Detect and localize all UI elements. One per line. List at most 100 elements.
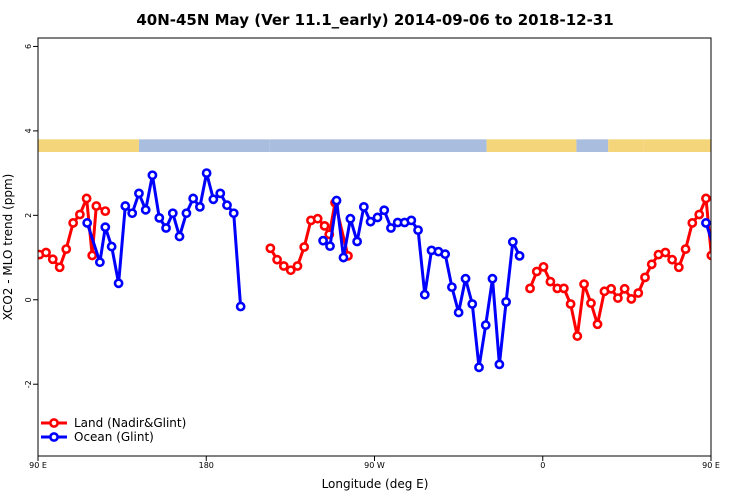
data-point — [525, 283, 535, 294]
series-land — [38, 193, 711, 341]
strip-segment-land — [643, 139, 711, 152]
data-point — [167, 208, 178, 219]
legend-label: Ocean (Glint) — [74, 430, 154, 444]
data-point — [606, 283, 617, 294]
x-axis-label: Longitude (deg E) — [322, 477, 429, 491]
data-point — [372, 212, 383, 223]
data-point — [701, 193, 711, 204]
data-point — [87, 250, 98, 261]
data-point — [419, 289, 430, 300]
data-point — [215, 188, 226, 199]
data-point — [174, 231, 185, 242]
plot-frame — [37, 37, 712, 457]
data-point — [54, 262, 65, 273]
data-point — [106, 241, 117, 252]
data-point — [345, 213, 356, 224]
strip-segment-land — [486, 139, 577, 152]
y-tick-label: 6 — [24, 44, 33, 49]
data-point — [619, 283, 630, 294]
data-point — [501, 296, 512, 307]
data-point — [720, 224, 727, 231]
data-point — [626, 294, 637, 304]
data-point — [406, 215, 417, 226]
data-point — [181, 208, 192, 219]
data-point — [413, 225, 423, 236]
y-tick-label: 4 — [24, 128, 33, 133]
data-point — [82, 218, 93, 228]
data-point — [446, 282, 457, 293]
data-point — [379, 205, 390, 216]
legend: Land (Nadir&Glint)Ocean (Glint) — [41, 416, 186, 444]
data-point — [81, 193, 92, 204]
data-point — [188, 193, 199, 204]
y-axis: -2 0 2 4 6 — [24, 44, 38, 388]
series-ocean — [82, 168, 741, 373]
data-point — [474, 362, 484, 373]
data-point — [545, 276, 556, 287]
data-point — [292, 261, 303, 271]
data-point — [318, 235, 328, 246]
data-point — [134, 188, 144, 199]
legend-swatch-point — [49, 432, 59, 442]
strip-segment-ocean — [576, 139, 609, 152]
data-point — [127, 208, 138, 219]
x-tick-label: 180 — [199, 461, 214, 470]
data-point — [161, 223, 171, 233]
data-point — [453, 307, 464, 318]
data-point — [531, 266, 542, 277]
data-point — [319, 220, 330, 231]
x-tick-label: 90 E — [702, 461, 720, 470]
data-point — [494, 359, 505, 370]
data-point — [715, 259, 722, 266]
data-point — [558, 283, 569, 294]
data-point — [579, 279, 589, 290]
data-point — [706, 250, 711, 261]
data-point — [120, 201, 131, 211]
data-point — [646, 259, 657, 270]
data-point — [613, 293, 623, 303]
data-point — [94, 257, 105, 268]
data-point — [74, 209, 85, 220]
data-point — [154, 212, 165, 223]
data-point — [47, 254, 58, 265]
strip-segment-ocean — [269, 139, 487, 152]
data-point — [100, 206, 111, 217]
data-point — [467, 299, 478, 309]
data-point — [565, 299, 576, 309]
data-point — [331, 195, 342, 206]
data-point — [633, 288, 644, 298]
data-point — [312, 213, 323, 224]
data-point — [440, 249, 451, 260]
x-axis: 90 E 180 90 W 0 90 E — [29, 456, 720, 470]
strip-segment-land — [608, 139, 644, 152]
data-point — [235, 301, 246, 312]
data-point — [285, 265, 296, 276]
data-point — [734, 280, 741, 287]
data-point — [480, 320, 491, 331]
data-point — [673, 262, 684, 273]
strip-segment-land — [38, 139, 139, 152]
y-tick-label: 2 — [24, 213, 33, 218]
data-point — [194, 201, 205, 212]
x-tick-label: 90 E — [29, 461, 47, 470]
data-point — [365, 216, 376, 227]
data-point — [538, 261, 549, 272]
data-point — [299, 242, 310, 252]
x-tick-label: 0 — [540, 461, 545, 470]
data-point — [61, 244, 72, 255]
series-layer — [38, 168, 741, 373]
data-point — [386, 223, 396, 233]
data-point — [487, 273, 498, 284]
data-point — [514, 250, 525, 261]
data-point — [140, 204, 151, 215]
data-point — [727, 243, 734, 250]
y-tick-label: 0 — [24, 297, 33, 302]
data-point — [41, 247, 51, 258]
data-point — [222, 200, 232, 211]
strip-segment-ocean — [138, 139, 270, 152]
data-point — [640, 272, 650, 283]
data-point — [278, 261, 289, 271]
data-point — [68, 218, 79, 228]
legend-swatch-point — [49, 418, 59, 428]
data-point — [265, 243, 276, 254]
